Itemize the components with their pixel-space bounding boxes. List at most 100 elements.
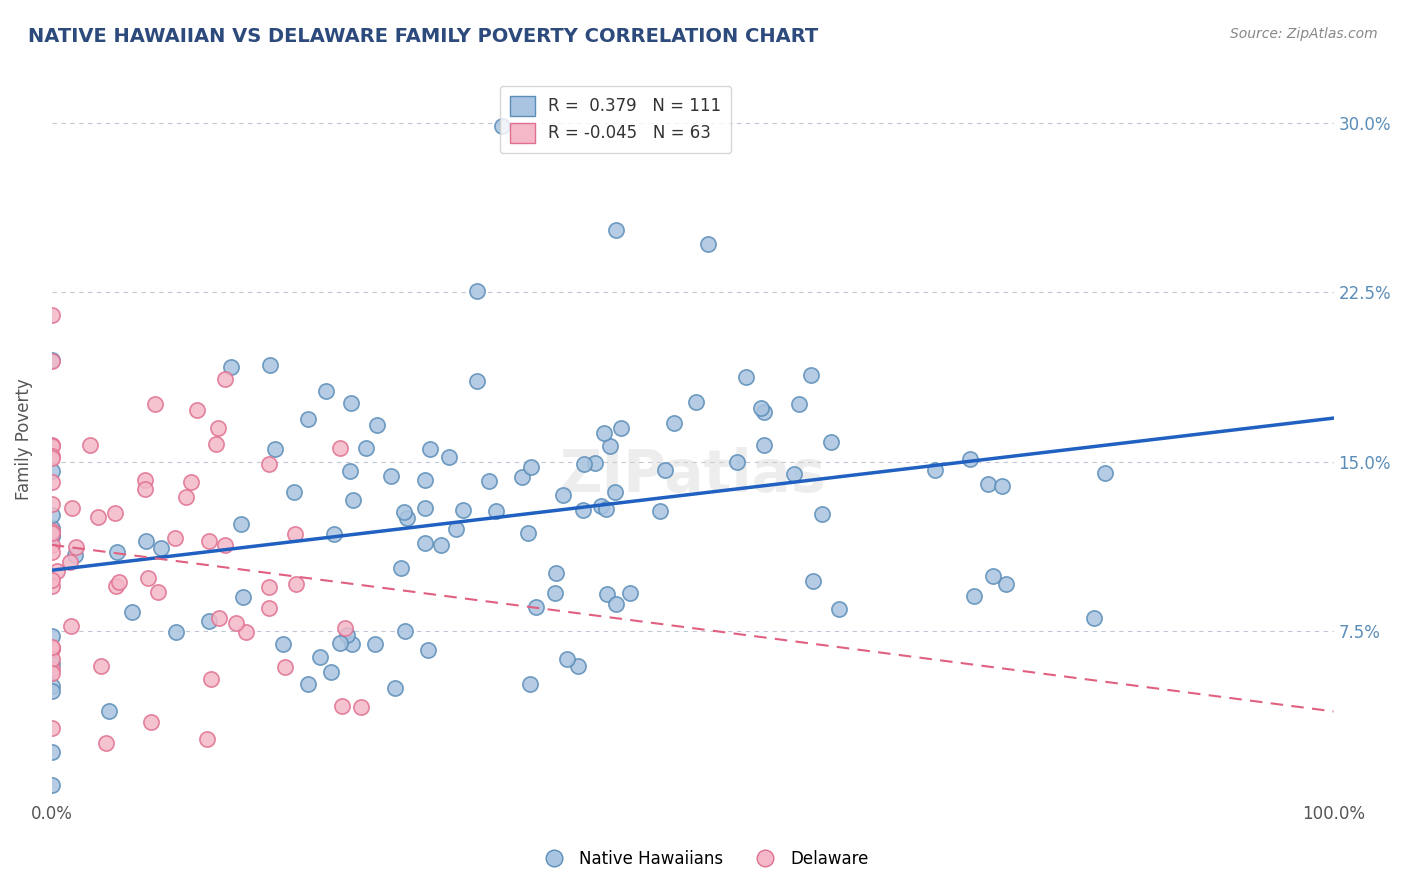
Point: [60, 500, 83, 515]
Point: [800, 368, 823, 382]
Point: [41, 629, 63, 643]
Point: [664, 417, 686, 431]
Point: [583, 456, 606, 470]
Point: [553, 488, 575, 502]
Point: [41, 475, 63, 489]
Point: [41, 573, 63, 587]
Point: [41, 778, 63, 792]
Point: [546, 566, 568, 580]
Point: [41, 437, 63, 451]
Point: [990, 479, 1012, 493]
Point: [63, 548, 86, 562]
Point: [214, 539, 236, 553]
Point: [163, 531, 186, 545]
Point: [41, 657, 63, 671]
Point: [41, 662, 63, 676]
Point: [478, 474, 501, 488]
Point: [205, 436, 228, 450]
Point: [257, 601, 280, 615]
Point: [752, 438, 775, 452]
Point: [41, 508, 63, 522]
Point: [284, 577, 307, 591]
Text: NATIVE HAWAIIAN VS DELAWARE FAMILY POVERTY CORRELATION CHART: NATIVE HAWAIIAN VS DELAWARE FAMILY POVER…: [28, 27, 818, 45]
Point: [274, 660, 297, 674]
Point: [41, 538, 63, 552]
Point: [342, 492, 364, 507]
Point: [323, 526, 346, 541]
Point: [87, 510, 110, 524]
Point: [389, 561, 412, 575]
Point: [453, 503, 475, 517]
Point: [787, 396, 810, 410]
Point: [41, 745, 63, 759]
Point: [134, 473, 156, 487]
Point: [384, 681, 406, 695]
Point: [593, 426, 616, 441]
Point: [41, 528, 63, 542]
Point: [79, 437, 101, 451]
Point: [395, 511, 418, 525]
Point: [41, 353, 63, 368]
Point: [41, 521, 63, 535]
Point: [257, 580, 280, 594]
Point: [105, 579, 128, 593]
Point: [135, 534, 157, 549]
Point: [520, 459, 543, 474]
Point: [41, 524, 63, 539]
Point: [339, 464, 361, 478]
Point: [380, 469, 402, 483]
Point: [783, 467, 806, 482]
Point: [180, 475, 202, 489]
Point: [273, 637, 295, 651]
Point: [329, 636, 352, 650]
Point: [264, 442, 287, 457]
Point: [329, 441, 352, 455]
Point: [41, 579, 63, 593]
Point: [364, 637, 387, 651]
Point: [749, 401, 772, 416]
Point: [297, 411, 319, 425]
Point: [801, 574, 824, 588]
Point: [605, 222, 627, 236]
Point: [145, 396, 167, 410]
Point: [41, 721, 63, 735]
Point: [555, 651, 578, 665]
Point: [392, 505, 415, 519]
Point: [41, 641, 63, 656]
Point: [195, 731, 218, 746]
Point: [485, 504, 508, 518]
Point: [572, 503, 595, 517]
Point: [354, 441, 377, 455]
Point: [465, 374, 488, 388]
Point: [41, 354, 63, 368]
Point: [297, 677, 319, 691]
Point: [94, 736, 117, 750]
Point: [257, 457, 280, 471]
Text: ZIPatlas: ZIPatlas: [560, 447, 825, 504]
Point: [544, 586, 567, 600]
Point: [214, 372, 236, 386]
Point: [259, 358, 281, 372]
Point: [416, 643, 439, 657]
Point: [648, 504, 671, 518]
Point: [340, 637, 363, 651]
Point: [820, 435, 842, 450]
Point: [572, 458, 595, 472]
Point: [65, 541, 87, 555]
Point: [319, 665, 342, 679]
Point: [828, 601, 851, 615]
Point: [41, 640, 63, 655]
Point: [336, 628, 359, 642]
Point: [148, 585, 170, 599]
Point: [394, 624, 416, 638]
Point: [350, 699, 373, 714]
Point: [98, 704, 121, 718]
Point: [90, 659, 112, 673]
Point: [41, 526, 63, 541]
Point: [524, 599, 547, 614]
Point: [963, 590, 986, 604]
Point: [413, 473, 436, 487]
Point: [430, 538, 453, 552]
Point: [599, 439, 621, 453]
Point: [41, 450, 63, 464]
